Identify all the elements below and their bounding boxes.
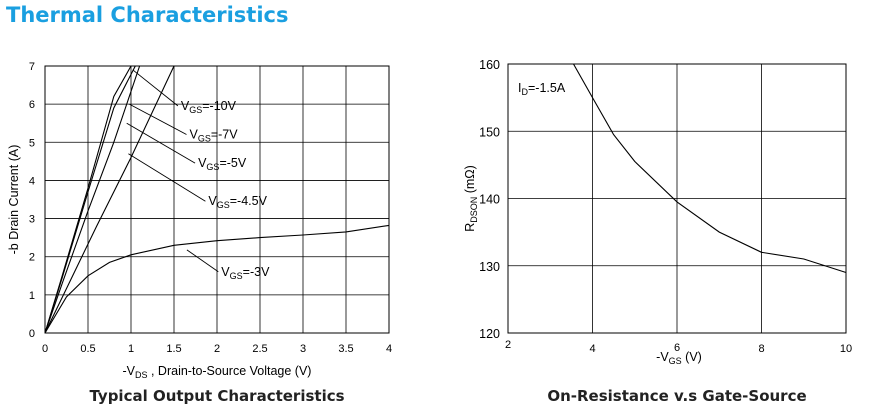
x-tick-label: 0.5 — [80, 343, 95, 355]
x-axis-label-rest: (V) — [682, 350, 702, 364]
y-tick-label: 3 — [29, 214, 35, 226]
series-line — [44, 224, 390, 334]
y-tick-label: 0 — [29, 328, 35, 340]
y-tick-label: 4 — [29, 175, 35, 187]
data-series — [573, 63, 847, 274]
x-axis-label-sub: GS — [669, 356, 682, 366]
series-label: VGS=-7V — [189, 127, 238, 143]
plot-frame — [507, 63, 847, 334]
y-tick-label: 130 — [479, 260, 500, 274]
current-annotation: ID=-1.5A — [518, 81, 566, 97]
series-line — [44, 65, 141, 334]
chart-caption: On-Resistance v.s Gate-Source — [547, 387, 806, 405]
x-tick-label: 6 — [674, 342, 680, 354]
y-axis-label: RDSON (mΩ) — [463, 165, 479, 232]
data-series — [44, 65, 390, 334]
x-tick-label: 3 — [300, 343, 306, 355]
x-tick-labels: 0 0.5 1 1.5 2 2.5 3 3.5 4 — [42, 343, 392, 355]
series-label: VGS=-5V — [198, 156, 247, 172]
x-axis-label: -VDS , Drain-to-Source Voltage (V) — [123, 364, 312, 380]
x-tick-labels: 2 4 6 8 10 — [505, 339, 852, 355]
series-label: VGS=-3V — [221, 265, 270, 281]
x-tick-label: 2 — [505, 339, 511, 351]
x-tick-label: 4 — [589, 343, 595, 355]
series-label: VGS=-10V — [181, 99, 237, 115]
y-tick-label: 120 — [479, 327, 500, 341]
label-leader-line — [186, 249, 219, 273]
chart-caption: Typical Output Characteristics — [89, 387, 344, 405]
y-tick-label: 140 — [479, 193, 500, 207]
label-leader-line — [132, 69, 179, 107]
y-tick-labels: 0 1 2 3 4 5 6 7 — [29, 61, 35, 340]
chart-grid — [508, 64, 846, 333]
y-axis-label-rest: (mΩ) — [463, 165, 477, 197]
chart-grid — [45, 66, 389, 333]
y-tick-label: 6 — [29, 99, 35, 111]
series-label: VGS=-4.5V — [208, 194, 267, 210]
y-tick-label: 160 — [479, 58, 500, 72]
y-tick-label: 150 — [479, 125, 500, 139]
series-line — [573, 63, 847, 274]
x-tick-label: 4 — [386, 343, 392, 355]
x-tick-label: 2.5 — [252, 343, 267, 355]
plot-frame — [44, 65, 390, 334]
x-tick-label: 0 — [42, 343, 48, 355]
x-tick-label: 1.5 — [166, 343, 181, 355]
y-tick-label: 2 — [29, 252, 35, 264]
x-tick-label: 10 — [840, 343, 852, 355]
y-axis-label-sub: DSON — [469, 197, 479, 223]
y-tick-labels: 120 130 140 150 160 — [479, 58, 500, 341]
x-tick-label: 1 — [128, 343, 134, 355]
y-axis-label-main: R — [463, 223, 477, 232]
label-leader-line — [126, 122, 196, 164]
x-tick-label: 8 — [758, 343, 764, 355]
y-axis-label: -b Drain Current (A) — [7, 145, 21, 255]
x-axis-label-main: -V — [123, 364, 136, 378]
x-axis-label: -VGS (V) — [656, 350, 702, 366]
series-labels: VGS=-10V VGS=-7V VGS=-5V VGS=-4.5V VGS=-3V — [126, 69, 270, 281]
section-title: Thermal Characteristics — [6, 3, 289, 27]
x-axis-label-rest: , Drain-to-Source Voltage (V) — [148, 364, 312, 378]
y-tick-label: 5 — [29, 137, 35, 149]
y-tick-label: 7 — [29, 61, 35, 73]
label-leader-line — [129, 103, 187, 135]
x-axis-label-main: -V — [656, 350, 669, 364]
chart-on-resistance: 2 4 6 8 10 120 130 140 150 160 ID=-1.5A -VGS (V)… — [463, 58, 852, 405]
annotation-sub: D — [521, 87, 528, 97]
x-tick-label: 2 — [214, 343, 220, 355]
annotation-val: =-1.5A — [528, 81, 566, 95]
annotation-main: I — [518, 81, 521, 95]
series-line — [44, 65, 175, 334]
label-leader-line — [128, 153, 206, 202]
y-tick-label: 1 — [29, 290, 35, 302]
x-axis-label-sub: DS — [135, 370, 148, 380]
x-tick-label: 3.5 — [338, 343, 353, 355]
series-line — [44, 65, 136, 334]
